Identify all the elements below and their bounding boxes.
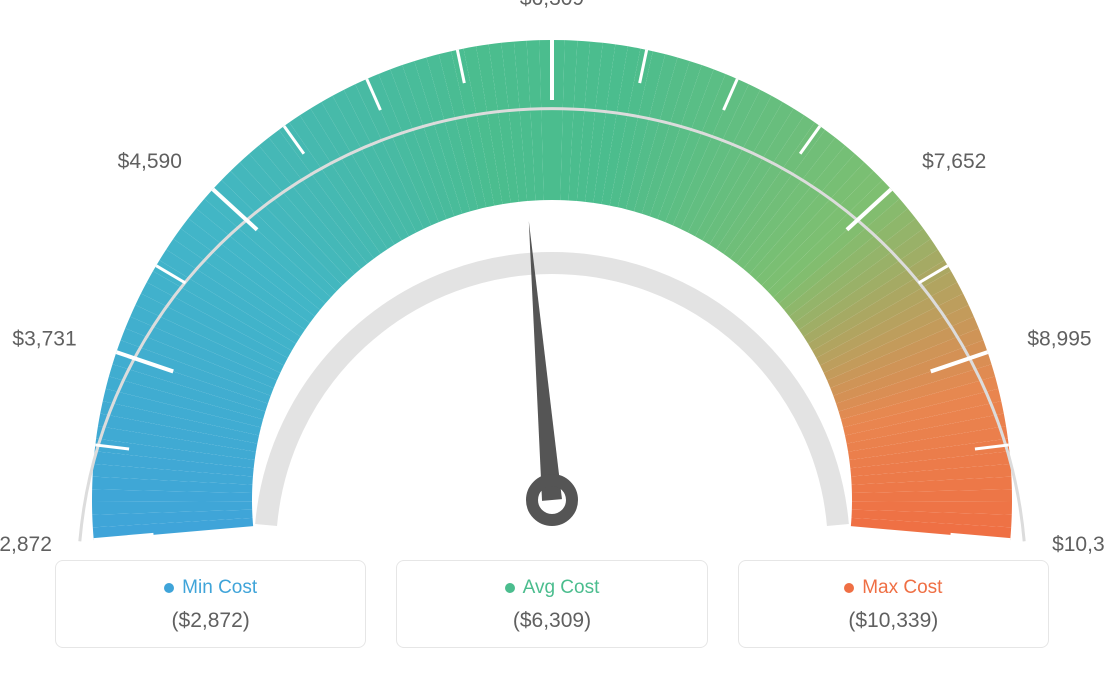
legend-card-avg: Avg Cost ($6,309) [396,560,707,648]
legend-card-max: Max Cost ($10,339) [738,560,1049,648]
legend-value-min: ($2,872) [66,609,355,633]
legend-dot-min [164,583,174,593]
gauge-tick-label: $7,652 [922,150,986,173]
gauge-tick-label: $4,590 [118,150,182,173]
gauge-svg: $2,872 $3,731 $4,590 $6,309 $7,652 $8,995 $10,… [0,0,1104,560]
gauge-tick-label: $6,309 [520,0,584,10]
gauge-tick-label: $2,872 [0,533,52,556]
legend-row: Min Cost ($2,872) Avg Cost ($6,309) Max … [0,560,1104,648]
legend-dot-max [844,583,854,593]
legend-value-max: ($10,339) [749,609,1038,633]
legend-card-min: Min Cost ($2,872) [55,560,366,648]
legend-value-avg: ($6,309) [407,609,696,633]
gauge-chart: $2,872 $3,731 $4,590 $6,309 $7,652 $8,995 $10,… [0,0,1104,560]
gauge-tick-label: $10,339 [1052,533,1104,556]
gauge-tick-label: $3,731 [12,328,76,351]
legend-dot-avg [505,583,515,593]
legend-label-min: Min Cost [182,577,257,599]
legend-label-max: Max Cost [862,577,942,599]
legend-label-avg: Avg Cost [523,577,600,599]
gauge-tick-label: $8,995 [1027,328,1091,351]
